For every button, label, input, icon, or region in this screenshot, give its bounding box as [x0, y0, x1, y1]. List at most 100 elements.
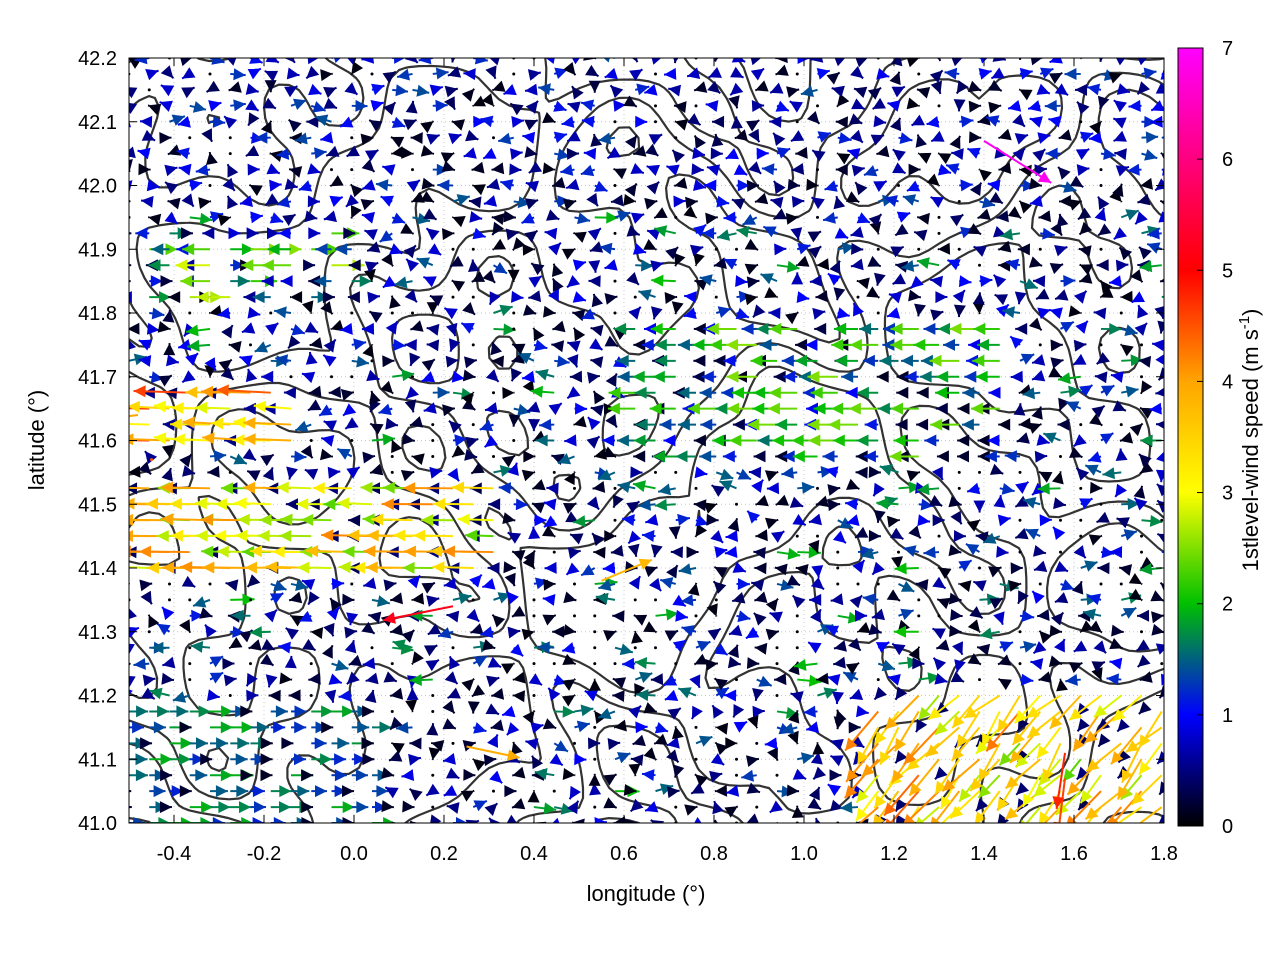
wind-vector — [129, 817, 146, 823]
wind-vector — [932, 627, 946, 640]
wind-vector — [733, 720, 748, 733]
wind-vector — [350, 375, 354, 379]
wind-vector — [752, 688, 764, 702]
x-tick-label: -0.2 — [247, 843, 281, 865]
wind-vector — [851, 784, 865, 799]
wind-vector — [871, 608, 885, 621]
wind-vector — [598, 579, 616, 591]
wind-vector — [351, 801, 369, 814]
wind-vector — [265, 674, 278, 688]
wind-vector — [714, 598, 718, 602]
wind-vector — [1093, 694, 1122, 718]
wind-vector — [917, 694, 940, 721]
wind-vector — [471, 343, 475, 347]
wind-vector — [985, 710, 1021, 752]
wind-vector — [915, 806, 940, 823]
wind-vector — [291, 721, 307, 734]
wind-vector — [427, 623, 442, 636]
wind-vector — [362, 753, 375, 766]
wind-vector — [969, 606, 984, 619]
wind-vector — [288, 591, 303, 604]
wind-vector — [795, 534, 799, 538]
y-tick-label: 41.8 — [78, 303, 117, 325]
wind-vector — [390, 624, 404, 636]
wind-vector — [161, 606, 175, 621]
wind-vector — [270, 705, 288, 718]
wind-vector — [846, 514, 860, 526]
wind-vector — [1036, 726, 1062, 760]
wind-vector — [361, 737, 374, 750]
wind-vector — [530, 722, 544, 734]
wind-vector — [666, 749, 680, 764]
wind-vector — [344, 639, 357, 654]
wind-vector — [326, 606, 341, 621]
wind-vector — [890, 527, 904, 540]
wind-vector — [1110, 546, 1123, 559]
wind-vector — [491, 613, 506, 628]
wind-vector — [694, 486, 698, 490]
wind-vector — [1129, 588, 1143, 602]
wind-vector — [677, 687, 697, 699]
wind-vector — [1013, 694, 1041, 724]
wind-vector — [912, 657, 925, 670]
y-tick-label: 41.0 — [78, 813, 117, 835]
wind-vector — [829, 754, 844, 767]
wind-vector — [856, 582, 860, 586]
wind-vector — [451, 247, 455, 251]
wind-vector — [1054, 561, 1069, 573]
wind-vector — [129, 582, 131, 586]
wind-vector — [390, 741, 405, 754]
wind-vector — [510, 643, 524, 657]
wind-vector — [309, 694, 313, 697]
wind-vector — [324, 689, 337, 703]
wind-vector — [1116, 758, 1143, 800]
wind-vector — [249, 343, 252, 347]
wind-vector — [1110, 726, 1143, 765]
wind-vector — [1109, 657, 1123, 670]
wind-vector — [903, 790, 940, 823]
wind-vector — [206, 689, 220, 702]
wind-vector — [659, 577, 677, 589]
wind-vector — [856, 622, 871, 634]
wind-vector — [937, 231, 941, 235]
wind-vector — [724, 546, 738, 558]
wind-vector — [868, 529, 881, 542]
wind-vector — [472, 655, 488, 668]
wind-vector — [1052, 526, 1066, 540]
wind-vector — [795, 646, 799, 650]
wind-vector — [129, 291, 132, 304]
wind-vector — [552, 817, 560, 823]
wind-vector — [1042, 742, 1062, 783]
wind-vector — [593, 757, 597, 761]
wind-vector — [1038, 343, 1042, 347]
wind-vector — [915, 579, 929, 591]
wind-vector — [511, 605, 526, 618]
wind-vector — [680, 594, 697, 607]
wind-vector — [302, 638, 317, 652]
wind-vector — [797, 752, 815, 765]
wind-vector — [631, 630, 643, 644]
wind-vector — [957, 486, 961, 490]
wind-vector — [1160, 662, 1164, 666]
wind-vector — [390, 687, 404, 700]
wind-vector — [1062, 758, 1082, 783]
wind-vector — [151, 641, 170, 654]
wind-vector — [390, 592, 403, 605]
wind-vector — [466, 608, 480, 623]
wind-vector — [937, 822, 939, 823]
wind-vector — [1109, 638, 1124, 650]
wind-vector — [844, 710, 880, 752]
wind-vector — [727, 656, 741, 669]
wind-vector — [735, 247, 738, 251]
wind-vector — [998, 677, 1012, 691]
wind-vector — [937, 215, 941, 219]
wind-vector — [1099, 247, 1103, 251]
wind-vector — [1059, 454, 1062, 458]
wind-vector — [614, 752, 631, 764]
wind-vector — [593, 630, 597, 634]
wind-vector — [833, 640, 847, 652]
wind-vector — [876, 678, 880, 682]
wind-vector — [501, 662, 515, 675]
wind-vector — [553, 740, 569, 753]
